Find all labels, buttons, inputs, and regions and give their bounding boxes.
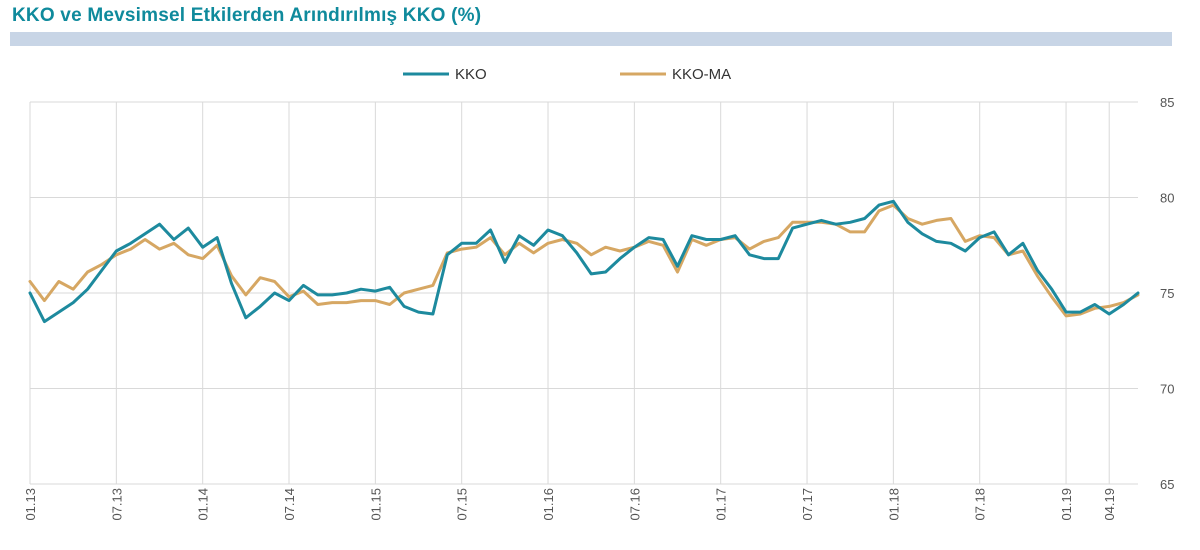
- y-tick-label: 85: [1160, 95, 1174, 110]
- y-tick-label: 70: [1160, 382, 1174, 397]
- series-line-kko: [28, 199, 1140, 324]
- y-axis: 65 70 75 80 85: [1160, 95, 1174, 492]
- grid-lines: [29, 101, 1138, 485]
- title-underline-bar: [10, 32, 1172, 46]
- y-tick-label: 80: [1160, 191, 1174, 206]
- x-tick-label: 01.14: [196, 488, 211, 521]
- x-tick-label: 07.15: [455, 488, 470, 521]
- x-tick-label: 04.19: [1102, 488, 1117, 521]
- series-line-kko-ma: [28, 203, 1140, 318]
- x-tick-label: 01.17: [714, 488, 729, 521]
- legend: KKO KKO-MA: [403, 66, 731, 83]
- x-tick-label: 01.13: [23, 488, 38, 521]
- x-tick-label: 07.16: [627, 488, 642, 521]
- x-axis: 01.13 07.13 01.14 07.14 01.15 07.15 01.16 07.16…: [23, 488, 1117, 521]
- y-tick-label: 75: [1160, 286, 1174, 301]
- x-tick-label: 01.19: [1059, 488, 1074, 521]
- x-tick-label: 07.18: [973, 488, 988, 521]
- y-tick-label: 65: [1160, 477, 1174, 492]
- x-tick-label: 01.16: [541, 488, 556, 521]
- x-tick-label: 07.14: [282, 488, 297, 521]
- x-tick-label: 01.18: [886, 488, 901, 521]
- x-tick-label: 07.13: [109, 488, 124, 521]
- legend-kko-ma-label: KKO-MA: [672, 66, 731, 83]
- legend-kko-label: KKO: [455, 66, 487, 83]
- x-tick-label: 01.15: [368, 488, 383, 521]
- chart-title: KKO ve Mevsimsel Etkilerden Arındırılmış…: [12, 5, 482, 26]
- series-lines: [28, 199, 1140, 324]
- x-tick-label: 07.17: [800, 488, 815, 521]
